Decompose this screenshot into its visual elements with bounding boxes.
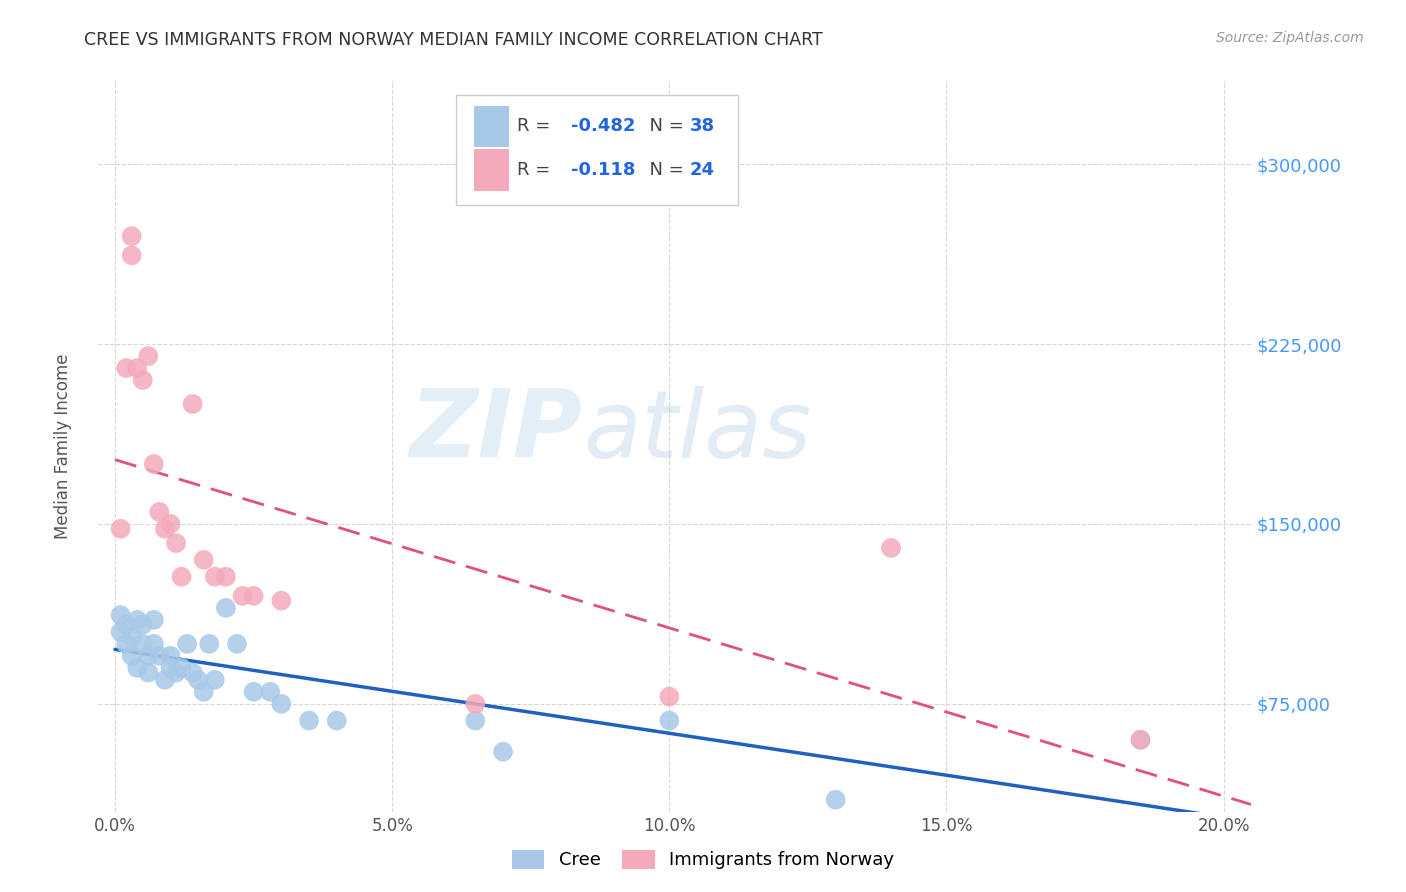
- Point: [658, 690, 681, 704]
- FancyBboxPatch shape: [474, 105, 509, 147]
- Point: [231, 589, 254, 603]
- Point: [298, 714, 321, 728]
- Point: [176, 637, 198, 651]
- Point: [127, 661, 149, 675]
- Point: [132, 617, 155, 632]
- Text: R =: R =: [517, 118, 555, 136]
- Point: [204, 570, 226, 584]
- Text: 24: 24: [690, 161, 714, 179]
- Point: [121, 248, 143, 262]
- Point: [270, 593, 292, 607]
- Point: [132, 637, 155, 651]
- Point: [110, 624, 132, 639]
- Text: CREE VS IMMIGRANTS FROM NORWAY MEDIAN FAMILY INCOME CORRELATION CHART: CREE VS IMMIGRANTS FROM NORWAY MEDIAN FA…: [84, 31, 823, 49]
- Point: [187, 673, 209, 687]
- Text: 38: 38: [690, 118, 716, 136]
- Text: -0.482: -0.482: [571, 118, 636, 136]
- Point: [242, 589, 264, 603]
- Point: [204, 673, 226, 687]
- Point: [136, 665, 159, 680]
- Point: [464, 714, 486, 728]
- Point: [121, 648, 143, 663]
- Point: [148, 648, 170, 663]
- Point: [193, 685, 215, 699]
- Point: [824, 793, 846, 807]
- Text: R =: R =: [517, 161, 561, 179]
- Text: N =: N =: [638, 118, 689, 136]
- Point: [159, 661, 181, 675]
- Point: [127, 613, 149, 627]
- Point: [136, 648, 159, 663]
- Text: N =: N =: [638, 161, 689, 179]
- Point: [142, 457, 165, 471]
- Point: [242, 685, 264, 699]
- Point: [259, 685, 281, 699]
- Point: [193, 553, 215, 567]
- Point: [170, 570, 193, 584]
- Point: [492, 745, 515, 759]
- FancyBboxPatch shape: [474, 149, 509, 191]
- Point: [215, 600, 238, 615]
- Text: ZIP: ZIP: [409, 385, 582, 477]
- Point: [170, 661, 193, 675]
- Point: [215, 570, 238, 584]
- Point: [181, 665, 204, 680]
- Text: -0.118: -0.118: [571, 161, 636, 179]
- Point: [159, 648, 181, 663]
- Text: atlas: atlas: [582, 386, 811, 477]
- Point: [153, 673, 176, 687]
- Point: [127, 361, 149, 376]
- Point: [159, 516, 181, 531]
- Point: [880, 541, 903, 555]
- Point: [121, 630, 143, 644]
- Text: Source: ZipAtlas.com: Source: ZipAtlas.com: [1216, 31, 1364, 45]
- Point: [270, 697, 292, 711]
- Point: [136, 349, 159, 363]
- Point: [132, 373, 155, 387]
- Legend: Cree, Immigrants from Norway: Cree, Immigrants from Norway: [503, 841, 903, 879]
- Point: [110, 608, 132, 623]
- Point: [121, 229, 143, 244]
- Point: [326, 714, 349, 728]
- Point: [148, 505, 170, 519]
- Point: [115, 361, 138, 376]
- Point: [464, 697, 486, 711]
- Point: [1129, 732, 1152, 747]
- Point: [110, 522, 132, 536]
- Text: Median Family Income: Median Family Income: [55, 353, 72, 539]
- Point: [226, 637, 249, 651]
- Point: [658, 714, 681, 728]
- Point: [165, 665, 187, 680]
- Point: [165, 536, 187, 550]
- Point: [142, 613, 165, 627]
- Point: [153, 522, 176, 536]
- FancyBboxPatch shape: [456, 95, 738, 204]
- Point: [115, 617, 138, 632]
- Point: [198, 637, 221, 651]
- Point: [115, 637, 138, 651]
- Point: [181, 397, 204, 411]
- Point: [142, 637, 165, 651]
- Point: [1129, 732, 1152, 747]
